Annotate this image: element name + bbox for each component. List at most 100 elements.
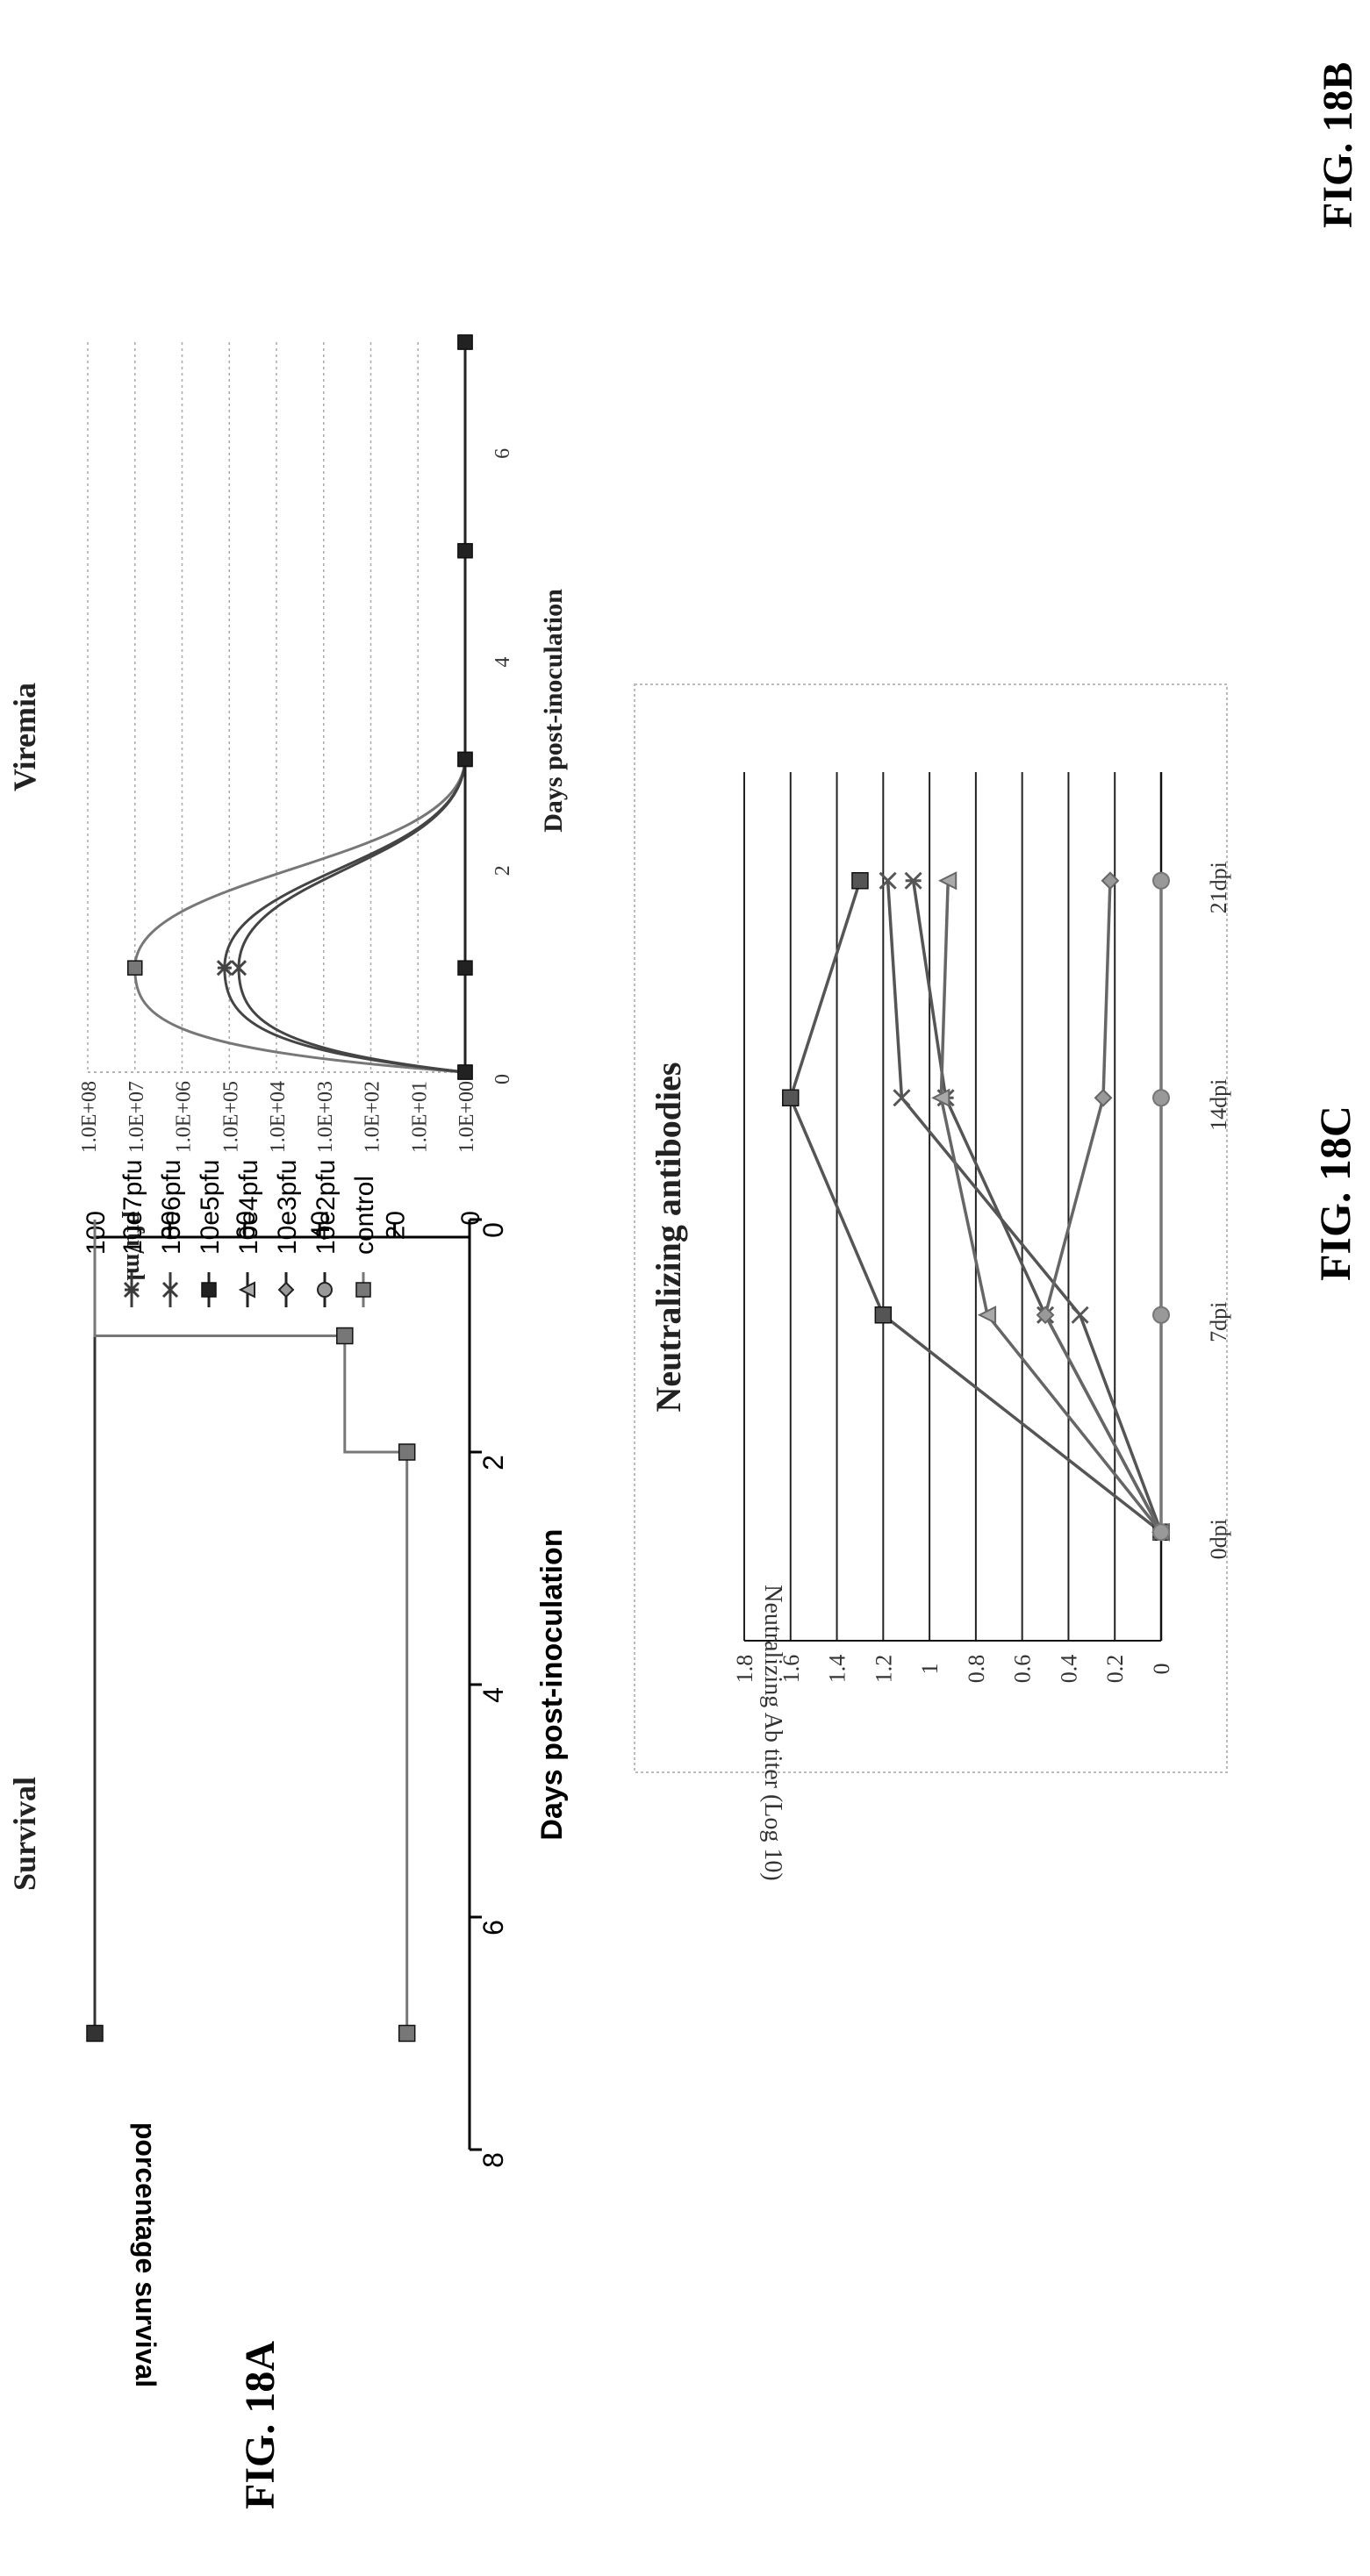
legend-marker [161, 1281, 179, 1299]
neutralizing-series-5-marker [1152, 1306, 1170, 1324]
survival-title: Survival [7, 1777, 42, 1891]
viremia-y-tick-label: 1.0E+05 [219, 1081, 242, 1153]
viremia-series-1-line [223, 342, 467, 1074]
neutralizing-y-tick-label: 0.6 [1010, 1655, 1036, 1684]
viremia-x-axis-title: Days post-inoculation [539, 589, 568, 833]
neutralizing-y-tick-label: 0.2 [1102, 1655, 1128, 1684]
survival-series-1-marker [336, 1327, 354, 1345]
neutralizing-y-tick-label: 0 [1149, 1664, 1174, 1675]
viremia-series-0-marker [127, 960, 143, 976]
legend-marker [317, 1282, 333, 1298]
viremia-y-tick-label: 1.0E+08 [78, 1081, 101, 1153]
legend-item: 10e3pfu [273, 1160, 302, 1307]
neutralizing-series-4-line [1044, 880, 1163, 1534]
survival-x-tick-label: 6 [477, 1920, 509, 1936]
legend-marker [277, 1281, 295, 1299]
survival-series-0-marker [86, 2024, 104, 2043]
legend-item: control [350, 1176, 379, 1307]
viremia-series-3-marker [457, 334, 473, 350]
survival-x-tick-label: 2 [477, 1455, 509, 1470]
survival-x-axis-title: Days post-inoculation [535, 1528, 569, 1840]
fig-18b-label: FIG. 18B [1315, 62, 1361, 228]
neutralizing-series-4-marker [1036, 1306, 1055, 1325]
neutralizing-series-5-marker [1152, 871, 1170, 890]
viremia-y-axis-title: pfu/ml [121, 1211, 148, 1281]
neutralizing-series-0-marker [782, 1089, 800, 1106]
legend-label: 10e2pfu [312, 1160, 341, 1255]
neutralizing-series-3-marker [931, 1088, 950, 1107]
legend-item: 10e2pfu [312, 1160, 341, 1307]
neutralizing-series-1-marker [1071, 1306, 1089, 1324]
neutralizing-x-tick-label: 21dpi [1206, 862, 1231, 913]
legend-item: 10e5pfu [196, 1160, 225, 1307]
neutralizing-title: Neutralizing antibodies [649, 1063, 688, 1413]
viremia-series-3-marker [457, 542, 473, 559]
neutralizing-y-axis-title: Neutralizing Ab titer (Log 10) [759, 1585, 786, 1880]
legend-label: 10e6pfu [157, 1160, 186, 1255]
survival-series-1-line [93, 1220, 409, 2034]
neutralizing-series-5-marker [1152, 1523, 1170, 1542]
viremia-x-tick-label: 2 [491, 865, 514, 876]
neutralizing-y-tick-label: 1.2 [871, 1655, 896, 1684]
neutralizing-series-0-marker [874, 1306, 893, 1324]
viremia-series-1-marker [216, 960, 233, 977]
legend-marker [355, 1282, 371, 1298]
legend-label: 10e5pfu [196, 1160, 225, 1255]
viremia-x-tick-label: 6 [491, 448, 514, 459]
neutralizing-series-0-line [788, 880, 1163, 1534]
neutralizing-y-tick-label: 1.6 [778, 1655, 804, 1684]
survival-y-tick-label: 0 [456, 1211, 485, 1226]
fig-18a-label: FIG. 18A [237, 2341, 283, 2509]
survival-series-1-marker [398, 1443, 416, 1461]
neutralizing-antibodies-chart: 0 0.2 0.4 0.6 0.8 1 1.2 1.4 1.6 1.8 0dpi 7dpi 14dpi 2… [634, 683, 1231, 1881]
survival-x-tick-label: 8 [477, 2152, 509, 2168]
neutralizing-frame [634, 683, 1228, 1773]
neutralizing-x-tick-label: 14dpi [1206, 1079, 1231, 1131]
neutralizing-series-1-marker [893, 1089, 911, 1107]
neutralizing-y-tick-label: 0.4 [1056, 1655, 1081, 1684]
dose-legend: 10e7pfu 10e6pfu 10e5pfu 10e4pfu 10e3pfu 10e2p… [118, 1160, 379, 1307]
neutralizing-series-3-marker [937, 871, 958, 891]
viremia-series-0-line [133, 342, 467, 1074]
viremia-series-2-marker [230, 960, 247, 977]
survival-series-1-marker [398, 2024, 416, 2043]
survival-y-tick-label: 80 [156, 1211, 185, 1240]
legend-item: 10e4pfu [234, 1160, 263, 1307]
viremia-series-3-marker [457, 1064, 473, 1080]
viremia-series-2-line [237, 342, 467, 1074]
neutralizing-series-5-marker [1152, 1089, 1170, 1107]
viremia-x-tick-label: 0 [491, 1074, 514, 1084]
neutralizing-y-tick-label: 1 [917, 1664, 943, 1675]
survival-x-tick-label: 0 [477, 1222, 509, 1238]
neutralizing-y-tick-label: 1.8 [732, 1655, 757, 1684]
survival-y-tick-label: 60 [232, 1211, 261, 1240]
neutralizing-series-3-line [939, 880, 1163, 1534]
viremia-chart: 1.0E+00 1.0E+01 1.0E+02 1.0E+03 1.0E+04 1.0E+… [7, 334, 568, 1281]
legend-marker [238, 1281, 255, 1299]
neutralizing-x-tick-label: 0dpi [1206, 1519, 1231, 1559]
neutralizing-series-1-line [886, 880, 1163, 1533]
viremia-title: Viremia [7, 683, 42, 791]
viremia-y-tick-label: 1.0E+02 [362, 1081, 384, 1153]
legend-marker [123, 1281, 140, 1299]
viremia-series-3-marker [457, 751, 473, 768]
neutralizing-x-tick-label: 7dpi [1206, 1302, 1231, 1342]
neutralizing-series-4-marker [1094, 1088, 1113, 1107]
viremia-y-tick-label: 1.0E+01 [408, 1081, 431, 1153]
legend-item: 10e6pfu [157, 1160, 186, 1307]
viremia-series-3-marker [457, 960, 473, 976]
fig-18c-label: FIG. 18C [1310, 1106, 1359, 1281]
legend-item: 10e7pfu [118, 1160, 147, 1307]
legend-label: 10e4pfu [234, 1160, 263, 1255]
neutralizing-series-1-marker [879, 871, 897, 890]
viremia-y-tick-label: 1.0E+00 [455, 1081, 478, 1153]
neutralizing-y-tick-label: 1.4 [825, 1655, 850, 1684]
legend-label: 10e3pfu [273, 1160, 302, 1255]
survival-y-tick-label: 20 [382, 1211, 411, 1240]
viremia-y-tick-label: 1.0E+03 [314, 1081, 337, 1153]
neutralizing-series-0-marker [851, 872, 869, 890]
legend-label: 10e7pfu [118, 1160, 147, 1255]
viremia-y-tick-label: 1.0E+07 [126, 1081, 148, 1153]
